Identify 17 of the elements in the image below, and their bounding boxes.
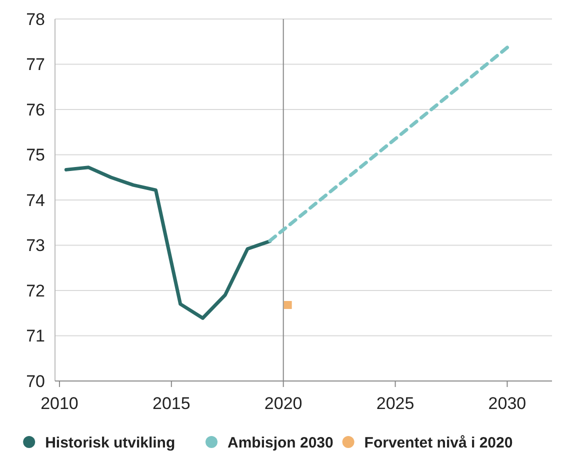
legend-label: Ambisjon 2030 [228, 434, 334, 452]
legend-label: Forventet nivå i 2020 [364, 434, 513, 452]
y-tick-label: 75 [26, 146, 45, 165]
x-tick-label: 2025 [376, 394, 414, 413]
y-tick-label: 78 [26, 10, 45, 29]
y-tick-label: 77 [26, 55, 45, 74]
y-tick-label: 71 [26, 326, 45, 346]
y-tick-label: 76 [26, 100, 45, 120]
x-tick-label: 2020 [264, 394, 302, 413]
y-tick-label: 74 [26, 190, 45, 210]
y-tick-label: 70 [26, 372, 45, 391]
x-tick-label: 2015 [152, 394, 190, 413]
y-tick-label: 72 [26, 281, 45, 300]
x-tick-label: 2010 [40, 394, 78, 413]
y-tick-label: 73 [26, 236, 45, 256]
legend-label: Historisk utvikling [45, 434, 176, 452]
x-tick-label: 2030 [488, 394, 526, 413]
